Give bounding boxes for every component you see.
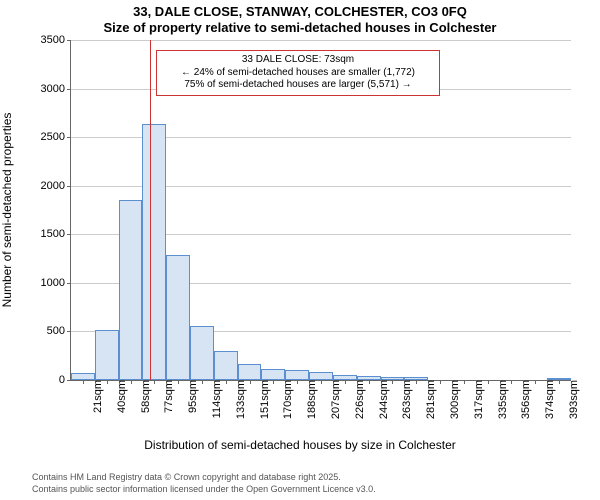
x-tick-label: 40sqm xyxy=(112,380,128,413)
x-tick-label: 281sqm xyxy=(421,380,437,419)
histogram-bar xyxy=(142,124,166,380)
x-tick-mark xyxy=(392,380,393,384)
x-tick-label: 317sqm xyxy=(469,380,485,419)
x-tick-mark xyxy=(202,380,203,384)
annotation-line3: 75% of semi-detached houses are larger (… xyxy=(160,79,436,92)
x-tick-mark xyxy=(321,380,322,384)
x-tick-label: 207sqm xyxy=(326,380,342,419)
y-tick-label: 1500 xyxy=(41,228,71,240)
x-tick-mark xyxy=(250,380,251,384)
x-tick-label: 335sqm xyxy=(493,380,509,419)
reference-line xyxy=(150,40,151,380)
x-tick-mark xyxy=(369,380,370,384)
x-tick-mark xyxy=(178,380,179,384)
y-tick-label: 3000 xyxy=(41,83,71,95)
histogram-bar xyxy=(166,255,190,380)
x-tick-label: 95sqm xyxy=(183,380,199,413)
x-tick-label: 114sqm xyxy=(207,380,223,418)
chart-title-line1: 33, DALE CLOSE, STANWAY, COLCHESTER, CO3… xyxy=(0,4,600,19)
x-tick-mark xyxy=(83,380,84,384)
x-tick-label: 133sqm xyxy=(231,380,247,419)
histogram-bar xyxy=(309,372,333,380)
x-tick-mark xyxy=(488,380,489,384)
annotation-box: 33 DALE CLOSE: 73sqm ← 24% of semi-detac… xyxy=(156,50,440,96)
x-tick-mark xyxy=(416,380,417,384)
x-tick-mark xyxy=(535,380,536,384)
gridline xyxy=(71,40,571,41)
x-tick-mark xyxy=(511,380,512,384)
x-tick-label: 151sqm xyxy=(255,380,271,419)
x-tick-mark xyxy=(131,380,132,384)
x-tick-label: 263sqm xyxy=(397,380,413,419)
histogram-bar xyxy=(261,369,285,380)
histogram-bar xyxy=(71,373,95,380)
x-tick-label: 170sqm xyxy=(278,380,294,419)
x-tick-label: 374sqm xyxy=(540,380,556,419)
x-tick-mark xyxy=(464,380,465,384)
property-size-histogram: 33, DALE CLOSE, STANWAY, COLCHESTER, CO3… xyxy=(0,0,600,500)
annotation-line1: 33 DALE CLOSE: 73sqm xyxy=(160,54,436,67)
x-tick-label: 226sqm xyxy=(350,380,366,419)
y-axis-title: Number of semi-detached properties xyxy=(0,113,14,308)
x-tick-label: 77sqm xyxy=(159,380,175,413)
histogram-bar xyxy=(238,364,262,381)
x-tick-mark xyxy=(297,380,298,384)
histogram-bar xyxy=(119,200,143,380)
histogram-bar xyxy=(214,351,238,380)
y-tick-label: 2500 xyxy=(41,131,71,143)
x-tick-mark xyxy=(440,380,441,384)
x-tick-mark xyxy=(107,380,108,384)
x-tick-mark xyxy=(345,380,346,384)
y-tick-label: 3500 xyxy=(41,34,71,46)
x-tick-label: 356sqm xyxy=(516,380,532,419)
x-tick-mark xyxy=(226,380,227,384)
x-tick-mark xyxy=(154,380,155,384)
annotation-line2: ← 24% of semi-detached houses are smalle… xyxy=(160,67,436,80)
x-tick-label: 393sqm xyxy=(564,380,580,419)
footer-line1: Contains HM Land Registry data © Crown c… xyxy=(32,472,341,482)
footer-line2: Contains public sector information licen… xyxy=(32,484,376,494)
histogram-bar xyxy=(95,330,119,381)
x-tick-mark xyxy=(559,380,560,384)
x-tick-label: 21sqm xyxy=(88,380,104,413)
x-tick-label: 244sqm xyxy=(374,380,390,419)
x-tick-label: 58sqm xyxy=(136,380,152,413)
histogram-bar xyxy=(285,370,309,380)
x-tick-label: 300sqm xyxy=(445,380,461,419)
x-tick-mark xyxy=(273,380,274,384)
y-tick-label: 1000 xyxy=(41,277,71,289)
x-axis-title: Distribution of semi-detached houses by … xyxy=(0,438,600,452)
y-tick-label: 500 xyxy=(47,325,71,337)
y-tick-label: 0 xyxy=(59,374,71,386)
x-tick-label: 188sqm xyxy=(302,380,318,419)
y-tick-label: 2000 xyxy=(41,180,71,192)
histogram-bar xyxy=(190,326,214,380)
chart-title-line2: Size of property relative to semi-detach… xyxy=(0,20,600,35)
